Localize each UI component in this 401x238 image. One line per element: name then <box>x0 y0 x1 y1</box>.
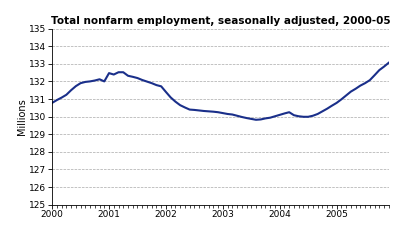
Y-axis label: Millions: Millions <box>16 98 26 135</box>
Title: Total nonfarm employment, seasonally adjusted, 2000-05: Total nonfarm employment, seasonally adj… <box>51 16 390 26</box>
